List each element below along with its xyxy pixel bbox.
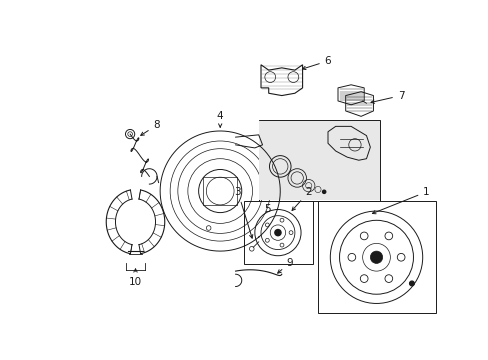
Bar [317,201,435,313]
Text: 9: 9 [277,257,293,273]
Circle shape [274,230,281,236]
Circle shape [321,189,326,194]
Text: 6: 6 [302,56,331,69]
Circle shape [409,281,413,286]
Text: 5: 5 [264,204,271,214]
Text: 4: 4 [217,111,223,127]
Text: 7: 7 [370,91,404,103]
Circle shape [369,251,382,264]
Text: 2: 2 [291,187,311,211]
Text: 8: 8 [141,120,160,135]
Text: 3: 3 [234,187,252,238]
Bar [203,177,237,205]
Bar [244,201,313,264]
Text: 10: 10 [129,269,142,287]
Text: 1: 1 [372,187,429,214]
Bar [258,120,380,201]
Bar [259,121,379,200]
